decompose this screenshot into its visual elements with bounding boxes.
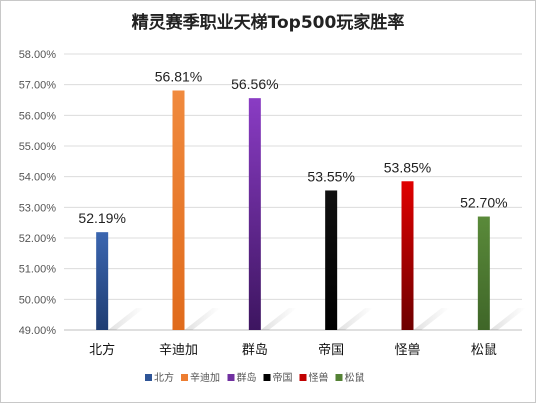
bar-6 [477,216,490,330]
y-tick-label: 55.00% [19,141,57,153]
bar-shadow [108,308,145,330]
legend-item: 怪兽 [309,371,329,384]
legend-item: 北方 [154,371,174,384]
chart-title: 精灵赛季职业天梯Top500玩家胜率 [131,13,405,33]
bar-shadow [337,308,374,330]
category-label: 群岛 [242,342,268,358]
category-label: 北方 [89,342,115,358]
legend-item: 帝国 [273,371,293,384]
y-tick-label: 52.00% [19,233,57,245]
bar-2 [172,90,185,330]
y-tick-label: 56.00% [19,110,57,122]
legend-item: 群岛 [237,371,257,384]
y-tick-label: 54.00% [19,172,57,184]
legend-swatch [181,374,188,381]
legend-swatch [263,374,271,381]
data-label: 52.70% [460,195,507,211]
bar-1 [96,232,109,330]
legend-swatch [299,374,307,381]
data-label: 53.85% [384,159,431,175]
legend-item: 松鼠 [345,371,365,384]
data-label: 56.81% [155,68,202,84]
category-label: 怪兽 [394,343,420,358]
category-label: 帝国 [318,342,344,358]
y-tick-label: 49.00% [19,325,57,337]
y-tick-label: 50.00% [19,294,57,306]
y-tick-label: 51.00% [19,264,57,276]
bar-shadow [184,308,221,330]
bar-4 [325,190,338,330]
bar-shadow [413,308,450,330]
legend-item: 辛迪加 [190,371,220,384]
legend-swatch [227,374,235,381]
data-label: 56.56% [231,76,278,92]
y-tick-label: 57.00% [19,80,57,92]
data-label: 52.19% [78,210,125,226]
bar-3 [248,98,261,330]
data-label: 53.55% [307,168,354,184]
legend-swatch [145,374,152,381]
category-label: 辛迪加 [159,343,198,358]
bar-shadow [260,308,297,330]
category-label: 松鼠 [471,343,497,358]
y-tick-label: 58.00% [19,49,57,61]
bar-5 [401,181,414,330]
bar-shadow [489,308,526,330]
legend-swatch [335,374,343,381]
y-tick-label: 53.00% [19,202,57,214]
